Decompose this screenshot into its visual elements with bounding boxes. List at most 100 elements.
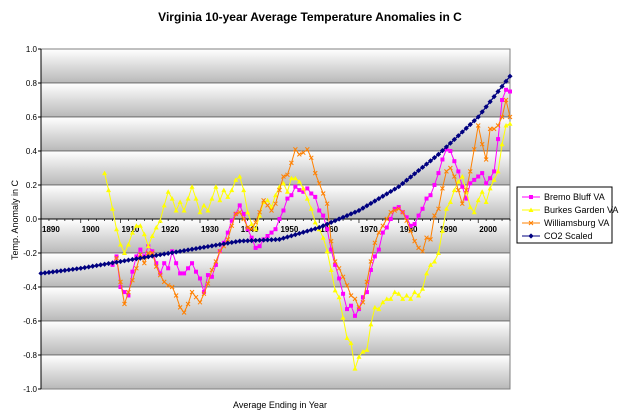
data-point — [106, 187, 112, 193]
legend-label: Williamsburg VA — [544, 218, 609, 228]
data-point — [189, 289, 195, 295]
data-point — [372, 304, 378, 310]
data-point — [265, 203, 270, 208]
data-point — [62, 267, 68, 273]
series-line — [116, 99, 511, 314]
y-tick-label: 0.4 — [26, 147, 38, 156]
data-point — [296, 152, 302, 157]
data-point — [507, 73, 513, 79]
data-point — [455, 187, 461, 193]
data-point — [356, 207, 362, 214]
data-point — [285, 172, 290, 178]
data-point — [364, 290, 369, 295]
data-point — [177, 199, 183, 204]
data-point — [138, 247, 143, 252]
data-point — [141, 260, 147, 266]
data-point — [217, 241, 223, 248]
data-point — [249, 235, 254, 240]
data-point — [114, 254, 119, 259]
data-point — [460, 184, 465, 189]
data-point — [70, 266, 76, 272]
legend-label: Bremo Bluff VA — [544, 192, 605, 202]
data-point — [157, 272, 163, 278]
data-point — [285, 196, 290, 201]
data-point — [265, 197, 271, 203]
data-point — [376, 196, 382, 202]
data-point — [436, 171, 441, 176]
data-point — [173, 293, 179, 298]
data-point — [475, 197, 481, 203]
data-point — [125, 257, 132, 263]
data-point — [344, 213, 350, 219]
data-point — [153, 264, 159, 269]
data-point — [149, 250, 155, 256]
data-point — [352, 313, 357, 318]
data-point — [352, 209, 358, 215]
data-point — [308, 206, 314, 211]
data-point — [328, 238, 334, 244]
x-tick-label: 2000 — [479, 225, 497, 234]
data-point — [209, 196, 215, 201]
data-point — [129, 256, 136, 263]
data-point — [312, 219, 318, 225]
y-tick-label: 0.8 — [26, 79, 38, 88]
data-point — [400, 209, 406, 215]
data-point — [408, 296, 414, 301]
legend: Bremo Bluff VA Burkes Garden VA Williamsbu… — [516, 186, 618, 244]
data-point — [508, 89, 512, 94]
x-axis-label: Average Ending in Year — [233, 400, 327, 410]
legend-marker — [528, 220, 534, 226]
y-tick-label: -1.0 — [23, 385, 37, 394]
data-point — [499, 141, 505, 147]
y-axis-label: Temp. Anomaly in C — [10, 179, 20, 260]
data-point — [194, 269, 199, 274]
series-2 — [114, 97, 513, 315]
data-point — [292, 232, 298, 238]
data-point — [177, 305, 183, 310]
data-point — [78, 265, 84, 271]
y-tick-label: -0.2 — [23, 249, 37, 258]
data-point — [360, 295, 365, 300]
data-point — [117, 242, 123, 247]
data-point — [356, 354, 362, 359]
legend-marker — [528, 233, 534, 239]
data-point — [463, 187, 469, 193]
data-point — [368, 200, 374, 206]
data-point — [237, 203, 242, 208]
data-point — [293, 184, 298, 189]
data-point — [161, 202, 167, 208]
data-point — [181, 208, 187, 213]
data-point — [157, 218, 163, 223]
data-point — [276, 236, 283, 242]
data-point — [368, 268, 373, 272]
data-point — [213, 259, 219, 264]
data-point — [479, 189, 485, 194]
data-point — [476, 174, 481, 179]
data-point — [213, 242, 219, 248]
x-tick-label: 1920 — [161, 225, 179, 234]
data-point — [245, 225, 251, 230]
data-point — [169, 250, 175, 256]
data-point — [229, 239, 235, 246]
data-point — [360, 349, 366, 354]
data-point — [185, 301, 191, 307]
data-point — [193, 245, 199, 252]
data-point — [499, 83, 505, 89]
data-point — [388, 217, 393, 221]
data-point — [241, 238, 247, 244]
data-point — [467, 169, 473, 174]
data-point — [492, 169, 497, 174]
data-point — [205, 281, 211, 286]
data-point — [201, 291, 207, 297]
data-point — [261, 197, 266, 203]
data-point — [313, 194, 318, 199]
data-point — [491, 94, 497, 100]
data-point — [396, 184, 402, 190]
data-point — [435, 250, 441, 255]
data-point — [264, 237, 271, 243]
data-point — [472, 177, 477, 182]
data-point — [480, 171, 485, 176]
data-point — [408, 174, 414, 180]
data-point — [451, 136, 457, 143]
data-point — [181, 310, 187, 315]
